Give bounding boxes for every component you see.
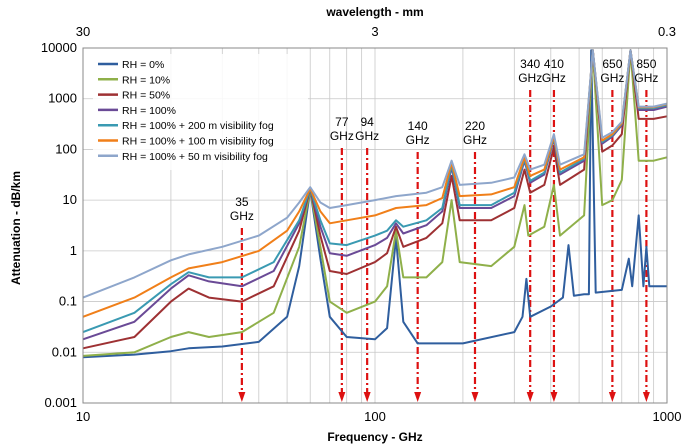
grid — [83, 48, 667, 403]
x-axis-title: Frequency - GHz — [327, 430, 422, 444]
series-line — [82, 49, 668, 318]
legend-label: RH = 0% — [122, 59, 164, 71]
marker-arrow — [414, 392, 422, 402]
y-tick-label: 100 — [55, 141, 77, 156]
marker-arrow — [642, 392, 650, 402]
top-axis-title: wavelength - mm — [325, 5, 423, 19]
marker-label: 220 GHz — [463, 119, 487, 147]
legend-label: RH = 10% — [122, 74, 170, 86]
marker-label-line: GHz — [406, 133, 430, 147]
x-tick-label: 100 — [364, 409, 386, 424]
legend-label: RH = 100% — [122, 105, 176, 117]
marker-label-line: GHz — [518, 71, 542, 85]
legend-label: RH = 100% + 50 m visibility fog — [122, 151, 268, 163]
marker-arrow — [238, 392, 246, 402]
x-tick-label: 1000 — [653, 409, 682, 424]
marker-label-line: 220 — [465, 119, 485, 133]
marker-label-line: 94 — [360, 115, 374, 129]
top-tick-label: 0.3 — [658, 24, 676, 39]
marker-label-line: GHz — [600, 71, 624, 85]
y-tick-label: 0.001 — [44, 395, 77, 410]
marker-label: 650 GHz — [600, 57, 624, 85]
marker-label: 35 GHz — [230, 195, 254, 223]
marker-label-line: 410 — [544, 57, 564, 71]
y-tick-label: 10000 — [41, 40, 77, 55]
marker-arrow — [608, 392, 616, 402]
legend-box — [93, 54, 308, 170]
marker-label-line: GHz — [634, 71, 658, 85]
legend-label: RH = 50% — [122, 90, 170, 102]
y-tick-label: 10 — [63, 192, 77, 207]
marker-arrow — [550, 392, 558, 402]
marker-label-line: GHz — [542, 71, 566, 85]
marker-arrow — [471, 392, 479, 402]
marker-label-line: GHz — [230, 209, 254, 223]
marker-label-line: 140 — [408, 119, 428, 133]
x-tick-label: 10 — [76, 409, 90, 424]
y-axis-title: Attenuation - dB/km — [9, 171, 23, 285]
marker-label-line: GHz — [463, 133, 487, 147]
top-tick-label: 30 — [76, 24, 90, 39]
series-line — [82, 49, 668, 334]
y-tick-label: 0.1 — [59, 294, 77, 309]
marker-label-line: 340 — [520, 57, 540, 71]
marker-arrow — [338, 392, 346, 402]
top-tick-label: 3 — [371, 24, 378, 39]
marker-label: 850 GHz — [634, 57, 658, 85]
y-tick-label: 1 — [70, 243, 77, 258]
y-tick-label: 0.01 — [52, 344, 77, 359]
marker-label-line: 850 — [636, 57, 656, 71]
marker-label-line: GHz — [330, 129, 354, 143]
marker-arrow — [363, 392, 371, 402]
legend-label: RH = 100% + 100 m visibility fog — [122, 136, 274, 148]
marker-label: 94 GHz — [355, 115, 379, 143]
marker-label-line: GHz — [355, 129, 379, 143]
series-lines — [82, 49, 668, 359]
legend-label: RH = 100% + 200 m visibility fog — [122, 120, 274, 132]
marker-label-line: 35 — [235, 195, 249, 209]
marker-label: 140 GHz — [406, 119, 430, 147]
marker-label: 410 GHz — [542, 57, 566, 85]
marker-label-line: 77 — [335, 115, 349, 129]
legend: RH = 0% RH = 10% RH = 50% RH = 100% RH = 100… — [93, 54, 308, 170]
marker-label-line: 650 — [602, 57, 622, 71]
marker-label: 340 GHz — [518, 57, 542, 85]
marker-arrow — [526, 392, 534, 402]
series-line — [82, 49, 667, 359]
marker-label: 77 GHz — [330, 115, 354, 143]
series-line — [82, 49, 668, 299]
plot-frame — [82, 47, 668, 404]
series-line — [82, 49, 668, 357]
y-tick-label: 1000 — [48, 91, 77, 106]
series-line — [82, 49, 668, 350]
